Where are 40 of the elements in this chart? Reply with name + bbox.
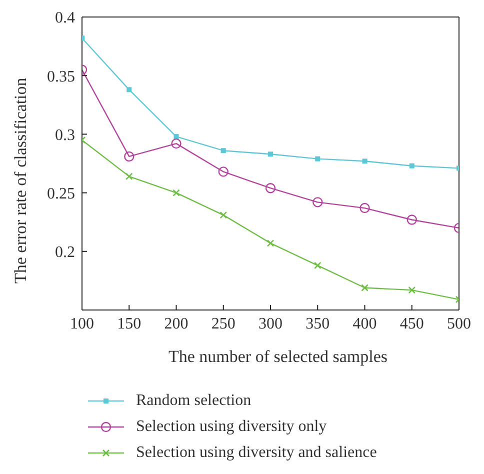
x-tick-label: 100 <box>70 315 94 332</box>
y-tick-label: 0.35 <box>47 68 75 86</box>
x-tick-label: 500 <box>447 315 471 332</box>
legend-label: Selection using diversity only <box>136 418 327 436</box>
point <box>361 284 368 292</box>
point <box>315 156 320 162</box>
y-tick-label: 0.3 <box>55 126 75 144</box>
point <box>218 166 228 177</box>
point <box>171 138 182 149</box>
legend-label: Selection using diversity and salience <box>136 444 377 462</box>
point <box>266 240 274 247</box>
point <box>220 148 226 154</box>
point <box>265 183 276 194</box>
y-tick-label: 0.4 <box>55 10 75 27</box>
point <box>360 202 370 214</box>
point <box>409 163 414 168</box>
x-tick-label: 300 <box>258 315 282 332</box>
x-tick-label: 350 <box>306 315 330 332</box>
legend-label: Random selection <box>136 392 252 410</box>
y-axis-title: The error rate of classification <box>11 77 30 284</box>
point <box>312 197 323 208</box>
point <box>268 152 273 157</box>
point <box>362 158 368 164</box>
point <box>126 87 132 92</box>
y-tick-label: 0.2 <box>55 244 75 262</box>
point <box>408 286 416 294</box>
x-tick-label: 250 <box>211 315 236 332</box>
point <box>174 134 179 140</box>
point <box>314 262 322 270</box>
point <box>124 151 134 162</box>
x-tick-label: 200 <box>164 315 188 332</box>
x-axis-title: The number of selected samples <box>167 346 389 368</box>
x-tick-label: 400 <box>352 315 377 332</box>
y-tick-label: 0.25 <box>47 185 75 202</box>
x-tick-label: 150 <box>117 315 142 332</box>
point <box>125 172 133 180</box>
point <box>172 189 180 196</box>
point <box>220 211 228 219</box>
x-tick-label: 450 <box>400 315 424 332</box>
point <box>406 214 417 225</box>
